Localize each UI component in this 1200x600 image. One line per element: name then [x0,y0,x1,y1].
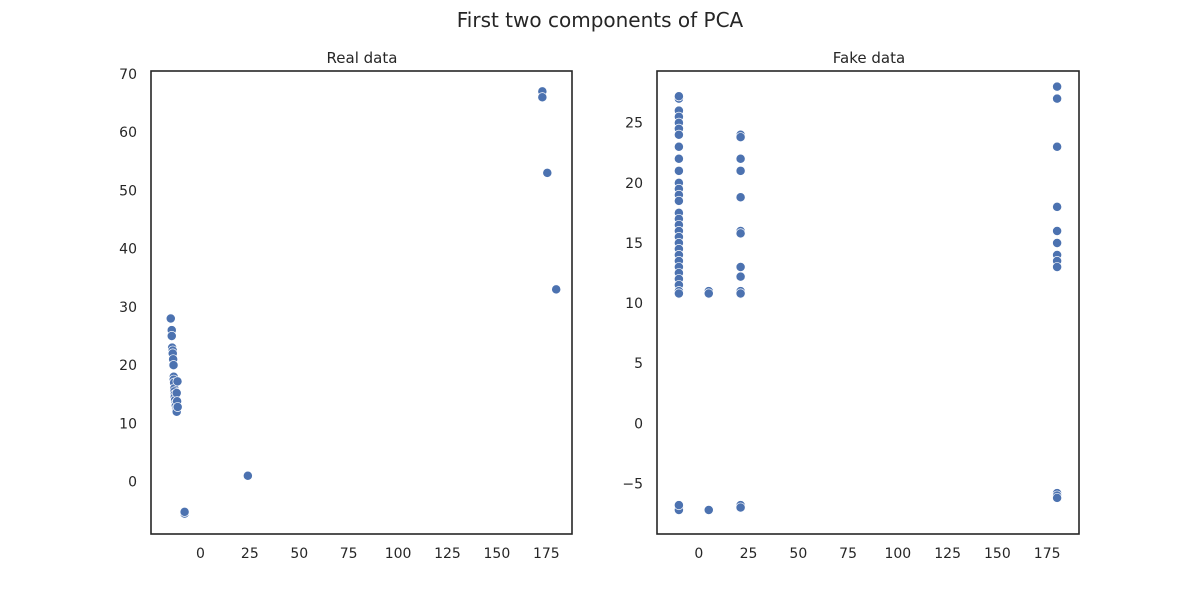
fake-data-point [1052,93,1063,104]
fake-data-point [673,153,684,164]
fake-data-point [673,91,684,102]
fake-data-point [735,288,746,299]
real-data-title: Real data [327,49,398,67]
real-data-y-tick-label: 70 [119,67,137,83]
fake-data-x-tick-label: 175 [1034,546,1061,562]
real-data-point [165,313,176,324]
fake-data-point [673,288,684,299]
fake-data-point [673,165,684,176]
real-data-y-tick-label: 10 [119,416,137,432]
fake-data-point [673,129,684,140]
fake-data-point [735,262,746,272]
real-data-x-tick-label: 150 [484,546,511,562]
real-data-point [551,284,562,295]
fake-data-point [1052,492,1063,503]
real-data-x-tick-label: 50 [290,546,308,562]
fake-data-frame [656,70,1080,535]
fake-data-point [673,141,684,152]
fake-data-x-tick-label: 100 [884,546,911,562]
real-data-x-tick-label: 25 [241,546,259,562]
real-data-point [166,331,177,341]
fake-data-point [735,153,746,164]
fake-data-point [735,165,746,176]
real-data-y-tick-label: 40 [119,242,137,258]
fake-data-panel: Fake data 0 25 50 75 100 125 150 175 −5 0 5 10 15 20 2… [622,49,1080,562]
real-data-y-tick-label: 60 [119,125,137,141]
real-data-x-tick-label: 100 [385,546,412,562]
fake-data-x-tick-label: 25 [740,546,758,562]
figure-title: First two components of PCA [457,8,744,32]
real-data-point [542,167,553,178]
fake-data-x-tick-label: 125 [934,546,961,562]
fake-data-point [703,288,714,299]
fake-data-ticks: 0 25 50 75 100 125 150 175 −5 0 5 10 15 20 25 [622,116,1060,562]
fake-data-point [1052,81,1063,92]
fake-data-title: Fake data [833,49,905,67]
fake-data-y-tick-label: 20 [625,176,643,192]
real-data-point [537,92,548,103]
fake-data-point [703,504,714,515]
fake-data-x-tick-label: 50 [789,546,807,562]
fake-data-point [735,271,746,282]
fake-data-y-tick-label: 15 [625,236,643,252]
fake-data-point [673,195,684,206]
real-data-y-tick-label: 50 [119,183,137,199]
real-data-point [172,402,183,412]
real-data-x-tick-label: 125 [434,546,461,562]
real-data-point [242,470,253,481]
fake-data-point [735,502,746,513]
fake-data-point [1052,141,1063,152]
fake-data-point [673,500,684,511]
fake-data-point [1052,225,1063,236]
fake-data-point [1052,201,1063,212]
fake-data-x-tick-label: 0 [694,546,703,562]
real-data-panel: Real data 0 25 50 75 100 125 150 175 0 10 20 30 40 50… [119,49,573,562]
real-data-frame [150,70,573,535]
fake-data-y-tick-label: 5 [634,356,643,372]
real-data-x-tick-label: 0 [196,546,205,562]
fake-data-point [1052,238,1063,248]
fake-data-point [735,228,746,239]
real-data-point [168,360,179,371]
fake-data-x-tick-label: 75 [839,546,857,562]
real-data-y-tick-label: 20 [119,358,137,374]
fake-data-point [1052,262,1063,272]
real-data-y-tick-label: 30 [119,300,137,316]
fake-data-points [673,81,1063,515]
fake-data-y-tick-label: 10 [625,296,643,312]
real-data-ticks: 0 25 50 75 100 125 150 175 0 10 20 30 40 50 60 70 [119,67,560,562]
real-data-y-tick-label: 0 [128,475,137,491]
fake-data-y-tick-label: 25 [625,116,643,132]
fake-data-y-tick-label: −5 [622,476,643,492]
real-data-point [179,506,190,517]
real-data-points [165,86,562,519]
fake-data-x-tick-label: 150 [984,546,1011,562]
real-data-x-tick-label: 175 [533,546,560,562]
real-data-x-tick-label: 75 [340,546,358,562]
fake-data-y-tick-label: 0 [634,416,643,432]
real-data-point [172,376,183,387]
fake-data-point [735,192,746,203]
fake-data-point [735,132,746,143]
